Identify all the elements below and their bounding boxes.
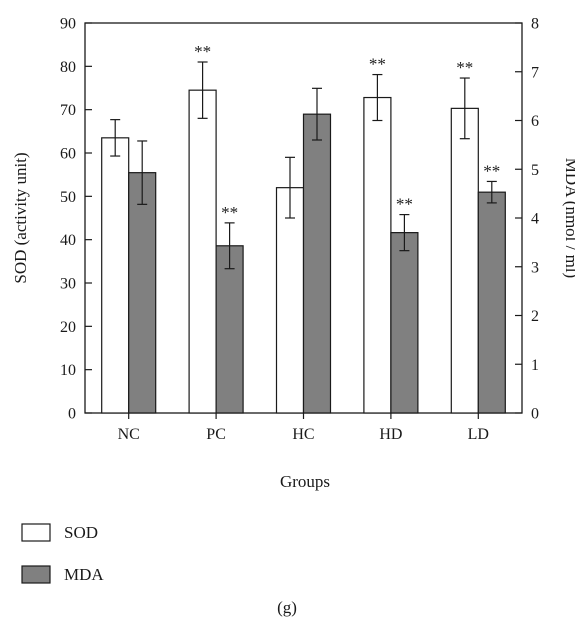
- y-tick-label: 60: [60, 146, 76, 163]
- y-tick-label: 50: [60, 189, 76, 206]
- legend-swatch-sod: [21, 523, 51, 542]
- x-tick-label: PC: [206, 426, 226, 443]
- significance-label: **: [194, 42, 211, 61]
- bar-sod-hd: [363, 96, 392, 414]
- y2-tick-label: 5: [531, 162, 539, 179]
- bar-mda-nc: [128, 172, 157, 414]
- y2-tick-label: 1: [531, 357, 539, 374]
- bar-sod-ld: [450, 107, 479, 414]
- x-axis-title: Groups: [280, 472, 330, 491]
- y-tick-label: 70: [60, 102, 76, 119]
- bar-sod-hc: [275, 187, 305, 414]
- bar-mda-pc: [215, 245, 244, 414]
- significance-label: **: [456, 58, 473, 77]
- y-axis-title: SOD (activity unit): [11, 152, 30, 283]
- y-tick-label: 90: [60, 16, 76, 33]
- legend-label-mda: MDA: [64, 565, 104, 584]
- y2-axis-title: MDA (nmol / ml): [562, 158, 575, 278]
- y2-tick-label: 8: [531, 16, 539, 33]
- y-tick-label: 10: [60, 362, 76, 379]
- y2-tick-label: 7: [531, 64, 539, 81]
- y2-tick-label: 3: [531, 259, 539, 276]
- bar-sod-nc: [101, 137, 130, 414]
- x-tick-label: LD: [468, 426, 489, 443]
- bar-mda-hc: [302, 113, 332, 414]
- y2-tick-label: 2: [531, 308, 539, 325]
- y-tick-label: 30: [60, 276, 76, 293]
- bar-sod-pc: [188, 89, 217, 414]
- y-tick-label: 40: [60, 232, 76, 249]
- significance-label: **: [483, 161, 500, 180]
- plot-area: 0 10 20 30 40 50 60 70 80 90 0 1 2 3 4 5 6 7 8 NC PC ** ** HC HD…: [60, 16, 539, 444]
- legend-swatch-mda: [21, 565, 51, 584]
- legend-label-sod: SOD: [64, 523, 98, 542]
- significance-label: **: [221, 203, 238, 222]
- y2-tick-label: 0: [531, 406, 539, 423]
- bar-mda-ld: [477, 191, 506, 414]
- significance-label: **: [369, 55, 386, 74]
- y-tick-label: 0: [68, 406, 76, 423]
- y-tick-label: 80: [60, 59, 76, 76]
- x-tick-label: HC: [292, 426, 314, 443]
- significance-label: **: [396, 195, 413, 214]
- y2-tick-label: 6: [531, 113, 539, 130]
- bar-mda-hd: [390, 232, 419, 414]
- x-tick-label: NC: [118, 426, 140, 443]
- y2-tick-label: 4: [531, 211, 539, 228]
- y-tick-label: 20: [60, 319, 76, 336]
- x-tick-label: HD: [379, 426, 402, 443]
- legend: SOD MDA: [21, 523, 104, 584]
- panel-label: (g): [277, 598, 297, 617]
